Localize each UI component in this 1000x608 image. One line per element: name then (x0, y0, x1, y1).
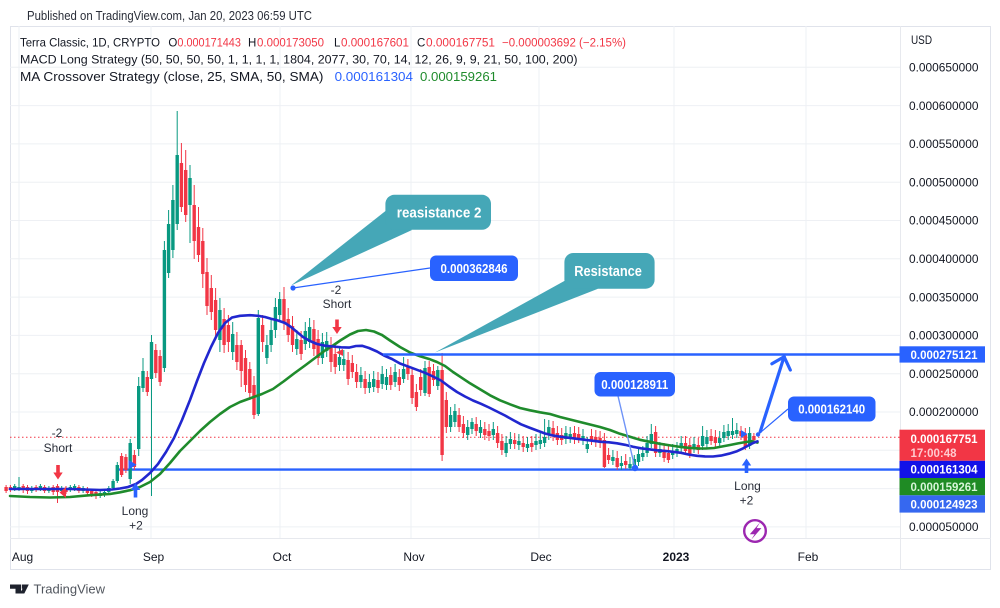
svg-text:USD: USD (911, 33, 932, 47)
svg-text:Short: Short (323, 297, 352, 311)
svg-text:0.000159261: 0.000159261 (420, 69, 497, 84)
svg-text:O: O (168, 38, 177, 50)
svg-text:0.000171443: 0.000171443 (177, 38, 241, 50)
svg-text:reasistance 2: reasistance 2 (397, 206, 482, 222)
svg-text:0.000050000: 0.000050000 (909, 520, 979, 534)
svg-text:Sep: Sep (143, 550, 165, 564)
svg-text:-2: -2 (331, 283, 342, 297)
svg-text:−0.000003692 (−2.15%): −0.000003692 (−2.15%) (502, 38, 626, 50)
svg-text:Feb: Feb (798, 550, 819, 564)
svg-text:+2: +2 (129, 519, 143, 533)
svg-text:0.000167601: 0.000167601 (341, 38, 409, 50)
svg-text:Oct: Oct (273, 550, 292, 564)
svg-text:Short: Short (44, 441, 73, 455)
svg-text:C: C (417, 38, 425, 50)
svg-text:0.000350000: 0.000350000 (909, 290, 979, 304)
svg-text:0.000200000: 0.000200000 (909, 405, 979, 419)
svg-text:Dec: Dec (530, 550, 551, 564)
svg-text:MA Crossover Strategy (close,: MA Crossover Strategy (close, 25, SMA, 5… (20, 69, 323, 84)
svg-text:0.000167751: 0.000167751 (911, 434, 979, 446)
svg-text:Aug: Aug (12, 550, 33, 564)
svg-text:0.000362846: 0.000362846 (441, 261, 508, 276)
svg-text:MACD Long Strategy (50, 50, 50: MACD Long Strategy (50, 50, 50, 50, 1, 1… (20, 53, 578, 67)
svg-text:0.000161304: 0.000161304 (335, 69, 413, 84)
svg-text:Published on TradingView.com,: Published on TradingView.com, Jan 20, 20… (27, 9, 312, 23)
svg-text:17:00:48: 17:00:48 (911, 448, 958, 460)
svg-text:0.000275121: 0.000275121 (911, 350, 979, 362)
svg-text:Resistance: Resistance (574, 264, 642, 280)
svg-text:0.000550000: 0.000550000 (909, 137, 979, 151)
svg-text:0.000300000: 0.000300000 (909, 329, 979, 343)
svg-text:Nov: Nov (403, 550, 424, 564)
svg-text:Long: Long (122, 504, 149, 518)
svg-text:TradingView: TradingView (34, 582, 106, 597)
svg-text:H: H (248, 38, 256, 50)
svg-text:0.000500000: 0.000500000 (909, 175, 979, 189)
svg-text:0.000173050: 0.000173050 (257, 38, 324, 50)
svg-text:0.000128911: 0.000128911 (601, 377, 668, 392)
svg-text:-2: -2 (52, 426, 63, 440)
svg-text:+2: +2 (740, 494, 754, 508)
svg-text:0.000250000: 0.000250000 (909, 367, 979, 381)
svg-text:0.000450000: 0.000450000 (909, 214, 979, 228)
svg-text:0.000161304: 0.000161304 (911, 465, 979, 477)
svg-text:2023: 2023 (663, 550, 690, 564)
svg-text:0.000159261: 0.000159261 (911, 482, 979, 494)
svg-text:0.000650000: 0.000650000 (909, 61, 979, 75)
svg-text:0.000162140: 0.000162140 (798, 402, 865, 417)
svg-text:L: L (334, 38, 341, 50)
svg-text:0.000600000: 0.000600000 (909, 99, 979, 113)
svg-text:Terra Classic, 1D, CRYPTO: Terra Classic, 1D, CRYPTO (20, 36, 160, 50)
svg-text:0.000167751: 0.000167751 (426, 38, 495, 50)
svg-text:Long: Long (734, 479, 761, 493)
svg-text:0.000400000: 0.000400000 (909, 252, 979, 266)
svg-text:0.000124923: 0.000124923 (911, 499, 978, 511)
